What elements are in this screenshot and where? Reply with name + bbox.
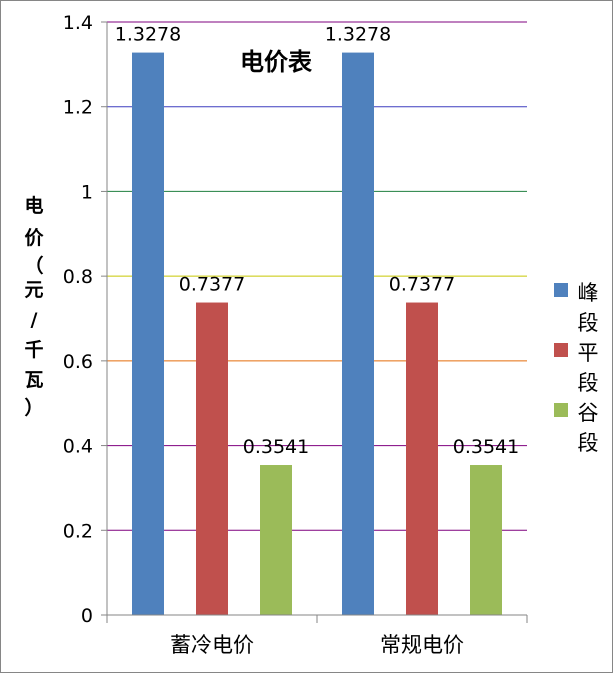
- bar-data-label: 0.3541: [453, 436, 519, 458]
- y-tick-label: 0.6: [63, 351, 93, 373]
- chart-title: 电价表: [240, 48, 313, 76]
- y-axis-label-char: ）: [24, 396, 43, 419]
- y-tick-label: 1: [81, 181, 93, 203]
- legend-label-char: 段: [578, 431, 599, 455]
- bar: [470, 465, 502, 615]
- x-category-label: 常规电价: [380, 633, 464, 657]
- bar: [260, 465, 292, 615]
- y-tick-label: 1.4: [63, 12, 93, 34]
- legend-label-char: 谷: [578, 401, 599, 425]
- legend-swatch: [554, 283, 568, 297]
- y-tick-label: 0.2: [63, 520, 93, 542]
- y-axis-ticks: 0 0.2 0.4 0.6 0.8 1 1.2 1.4: [63, 12, 93, 627]
- y-axis-label-char: /: [31, 309, 38, 331]
- legend-label-char: 平: [578, 341, 599, 365]
- x-category-label: 蓄冷电价: [170, 633, 254, 657]
- y-axis-label-char: 元: [24, 279, 43, 301]
- y-axis-label-char: 瓦: [24, 369, 43, 391]
- bar-data-label: 1.3278: [325, 24, 391, 46]
- bar: [196, 302, 228, 615]
- bar-data-label: 0.7377: [179, 274, 245, 296]
- y-axis-label-char: 价: [24, 227, 44, 249]
- y-tick-label: 1.2: [63, 97, 93, 119]
- bar: [342, 52, 374, 616]
- legend-swatch: [554, 343, 568, 357]
- y-axis-label-char: 千: [24, 339, 43, 361]
- legend-label-char: 段: [578, 311, 599, 335]
- x-axis-categories: 蓄冷电价 常规电价: [170, 633, 464, 657]
- bar: [406, 302, 438, 615]
- legend-label-char: 峰: [578, 281, 599, 305]
- axes: [101, 21, 528, 623]
- bar-data-label: 0.7377: [389, 274, 455, 296]
- bar-data-labels: 1.3278 0.7377 0.3541 1.3278 0.7377 0.3541: [115, 24, 519, 458]
- y-tick-label: 0: [81, 605, 93, 627]
- y-axis-label: 电价 （元 / 千瓦 ）: [24, 194, 44, 419]
- bar-data-label: 1.3278: [115, 24, 181, 46]
- gridlines: [107, 21, 527, 531]
- y-tick-label: 0.8: [63, 266, 93, 288]
- bars: [132, 52, 502, 616]
- y-axis-label-char: （: [24, 254, 43, 277]
- legend-swatch: [554, 403, 568, 417]
- bar-data-label: 0.3541: [243, 436, 309, 458]
- legend-label-char: 段: [578, 371, 599, 395]
- bar: [132, 52, 164, 616]
- y-axis-label-char: 电: [24, 194, 43, 217]
- y-tick-label: 0.4: [63, 436, 93, 458]
